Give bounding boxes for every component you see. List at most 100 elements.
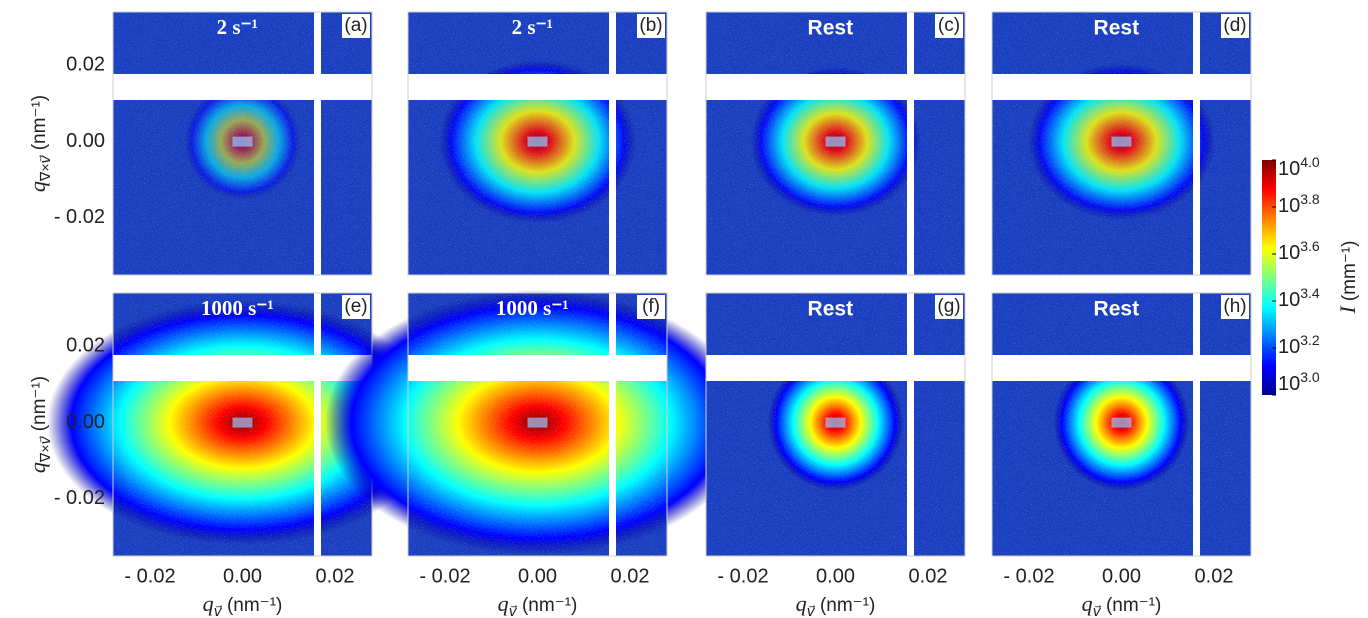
panel-label-box bbox=[1221, 14, 1249, 38]
panel-title: 1000 s⁻¹ bbox=[496, 296, 569, 320]
beamstop bbox=[527, 417, 548, 428]
axis-symbol: I bbox=[1335, 305, 1360, 315]
axis-unit: (mm⁻¹) bbox=[1339, 241, 1360, 302]
panel-label: (g) bbox=[937, 296, 960, 317]
detector-gap bbox=[314, 293, 321, 556]
axis-unit: (nm⁻¹) bbox=[29, 376, 50, 431]
axis-symbol: q bbox=[25, 181, 50, 192]
panel-frame bbox=[407, 292, 668, 557]
detector-gap bbox=[1193, 12, 1200, 275]
panel-label: (f) bbox=[642, 296, 660, 317]
panel: Rest (c) bbox=[705, 11, 966, 276]
panel-label: (d) bbox=[1223, 15, 1246, 36]
detector-gap bbox=[907, 12, 914, 275]
panel-label-box bbox=[637, 14, 665, 38]
y-tick-label: 0.00 bbox=[66, 411, 105, 433]
colorbar-tick-exponent: 4.0 bbox=[1300, 154, 1320, 170]
y-tick-label: 0.02 bbox=[66, 54, 105, 76]
axis-label: qv⃗ (nm⁻¹) bbox=[498, 591, 578, 618]
colorbar-tick-text: 10 bbox=[1278, 195, 1300, 217]
beamstop bbox=[232, 136, 253, 147]
x-tick-label: 0.02 bbox=[611, 565, 650, 587]
axis-label: qv⃗ (nm⁻¹) bbox=[203, 591, 283, 618]
axis-symbol: q bbox=[498, 591, 509, 616]
panel-frame bbox=[407, 11, 668, 276]
colorbar bbox=[1262, 160, 1276, 395]
axis-unit: (nm⁻¹) bbox=[820, 595, 875, 616]
colorbar-tick-exponent: 3.8 bbox=[1300, 191, 1320, 207]
colorbar-tick-exponent: 3.2 bbox=[1300, 332, 1320, 348]
x-tick-label: - 0.02 bbox=[1003, 565, 1054, 587]
colorbar-tick-text: 10 bbox=[1278, 336, 1300, 358]
panel-label: (e) bbox=[344, 296, 367, 317]
detector-gap bbox=[706, 355, 965, 381]
beamstop bbox=[825, 417, 846, 428]
panel-title: Rest bbox=[808, 298, 854, 321]
axis-subscript: v⃗ bbox=[1093, 603, 1102, 618]
colorbar-tick-text: 10 bbox=[1278, 373, 1300, 395]
detector-gap bbox=[113, 74, 372, 100]
x-tick-label: 0.00 bbox=[1102, 565, 1141, 587]
axis-unit: (nm⁻¹) bbox=[29, 95, 50, 150]
detector-gap bbox=[706, 74, 965, 100]
panel-frame bbox=[991, 11, 1252, 276]
colorbar-tick-label: 104.0 bbox=[1278, 154, 1320, 181]
axis-label: I (mm⁻¹) bbox=[1335, 241, 1360, 315]
x-tick-label: 0.02 bbox=[1195, 565, 1234, 587]
panel-label-box bbox=[637, 295, 665, 319]
panel-title: 1000 s⁻¹ bbox=[201, 296, 274, 320]
axis-subscript: v⃗ bbox=[807, 603, 816, 618]
colorbar-tick-text: 10 bbox=[1278, 289, 1300, 311]
panel-label-box bbox=[1221, 295, 1249, 319]
panel-label: (h) bbox=[1223, 296, 1246, 317]
beamstop bbox=[1111, 417, 1132, 428]
panel-frame bbox=[991, 292, 1252, 557]
axis-label: qv⃗ (nm⁻¹) bbox=[796, 591, 876, 618]
colorbar-tick-label: 103.4 bbox=[1278, 285, 1320, 312]
y-tick-label: - 0.02 bbox=[54, 206, 105, 228]
panel-frame bbox=[112, 11, 373, 276]
panel-title: Rest bbox=[1094, 298, 1140, 321]
detector-gap bbox=[609, 293, 616, 556]
axis-unit: (nm⁻¹) bbox=[227, 595, 282, 616]
axis-subscript: v⃗ bbox=[214, 603, 223, 618]
detector-gap bbox=[1193, 293, 1200, 556]
beamstop bbox=[1111, 136, 1132, 147]
axis-symbol: q bbox=[25, 462, 50, 473]
y-tick-label: 0.00 bbox=[66, 130, 105, 152]
x-tick-label: 0.02 bbox=[909, 565, 948, 587]
colorbar-tick-text: 10 bbox=[1278, 242, 1300, 264]
colorbar-tick-label: 103.0 bbox=[1278, 369, 1320, 396]
colorbar-tick-exponent: 3.0 bbox=[1300, 369, 1320, 385]
x-tick-label: - 0.02 bbox=[124, 565, 175, 587]
panel-label: (b) bbox=[639, 15, 662, 36]
panel-label-box bbox=[935, 295, 963, 319]
axis-unit: (nm⁻¹) bbox=[522, 595, 577, 616]
panel: Rest (g) bbox=[705, 292, 966, 557]
panel: 1000 s⁻¹ (f) bbox=[325, 289, 750, 557]
panel-title: Rest bbox=[808, 17, 854, 40]
beamstop bbox=[232, 417, 253, 428]
panel-label-box bbox=[935, 14, 963, 38]
axis-label: q∇×v⃗ (nm⁻¹) bbox=[25, 376, 53, 473]
panel-label-box bbox=[342, 14, 370, 38]
detector-gap bbox=[992, 74, 1251, 100]
colorbar-tick-text: 10 bbox=[1278, 158, 1300, 180]
axis-label: qv⃗ (nm⁻¹) bbox=[1082, 591, 1162, 618]
detector-gap bbox=[907, 293, 914, 556]
panel: Rest (d) bbox=[991, 11, 1252, 276]
colorbar-tick-label: 103.8 bbox=[1278, 191, 1320, 218]
x-tick-label: 0.00 bbox=[518, 565, 557, 587]
detector-gap bbox=[609, 12, 616, 275]
beamstop bbox=[527, 136, 548, 147]
y-tick-label: 0.02 bbox=[66, 335, 105, 357]
colorbar-tick-exponent: 3.4 bbox=[1300, 285, 1320, 301]
panel-frame bbox=[705, 292, 966, 557]
colorbar-tick-label: 103.2 bbox=[1278, 332, 1320, 359]
axis-subscript: ∇×v⃗ bbox=[37, 436, 53, 464]
panel-title: 2 s⁻¹ bbox=[512, 15, 553, 39]
x-tick-label: 0.00 bbox=[223, 565, 262, 587]
colorbar-tick-label: 103.6 bbox=[1278, 238, 1320, 265]
detector-gap bbox=[408, 74, 667, 100]
panel: 2 s⁻¹ (a) bbox=[112, 11, 373, 276]
